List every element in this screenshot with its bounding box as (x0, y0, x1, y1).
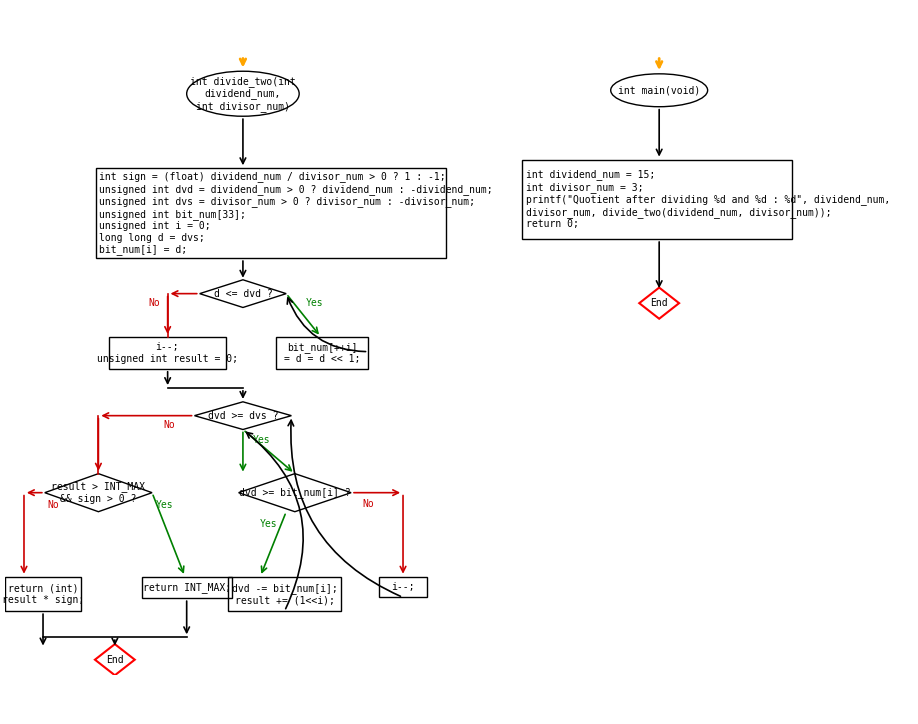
Text: return (int)
result * sign;: return (int) result * sign; (2, 583, 84, 605)
Text: Yes: Yes (253, 435, 271, 445)
Text: d <= dvd ?: d <= dvd ? (214, 289, 273, 298)
Text: int sign = (float) dividend_num / divisor_num > 0 ? 1 : -1;
unsigned int dvd = d: int sign = (float) dividend_num / diviso… (99, 171, 493, 256)
Text: return INT_MAX;: return INT_MAX; (142, 582, 230, 593)
Text: Yes: Yes (306, 298, 323, 308)
Text: Yes: Yes (260, 519, 278, 529)
Text: i--;: i--; (391, 582, 415, 592)
Text: i--;
unsigned int result = 0;: i--; unsigned int result = 0; (96, 342, 238, 363)
Text: dvd >= dvs ?: dvd >= dvs ? (207, 411, 278, 421)
Text: int divide_two(int
dividend_num,
int divisor_num): int divide_two(int dividend_num, int div… (190, 76, 296, 111)
Text: dvd >= bit_num[i] ?: dvd >= bit_num[i] ? (239, 487, 351, 498)
Text: No: No (163, 420, 175, 430)
Text: No: No (363, 499, 375, 509)
Text: result > INT_MAX
&& sign > 0 ?: result > INT_MAX && sign > 0 ? (51, 481, 145, 504)
Text: bit_num[++i]
= d = d << 1;: bit_num[++i] = d = d << 1; (284, 342, 360, 364)
Text: No: No (48, 500, 60, 510)
Text: End: End (650, 298, 668, 308)
Text: No: No (148, 298, 160, 308)
Text: int dividend_num = 15;
int divisor_num = 3;
printf("Quotient after dividing %d a: int dividend_num = 15; int divisor_num =… (526, 169, 890, 230)
Text: dvd -= bit_num[i];
result += (1<<i);: dvd -= bit_num[i]; result += (1<<i); (231, 583, 337, 605)
Text: Yes: Yes (156, 500, 174, 510)
Text: int main(void): int main(void) (618, 85, 700, 96)
Text: End: End (106, 654, 124, 665)
